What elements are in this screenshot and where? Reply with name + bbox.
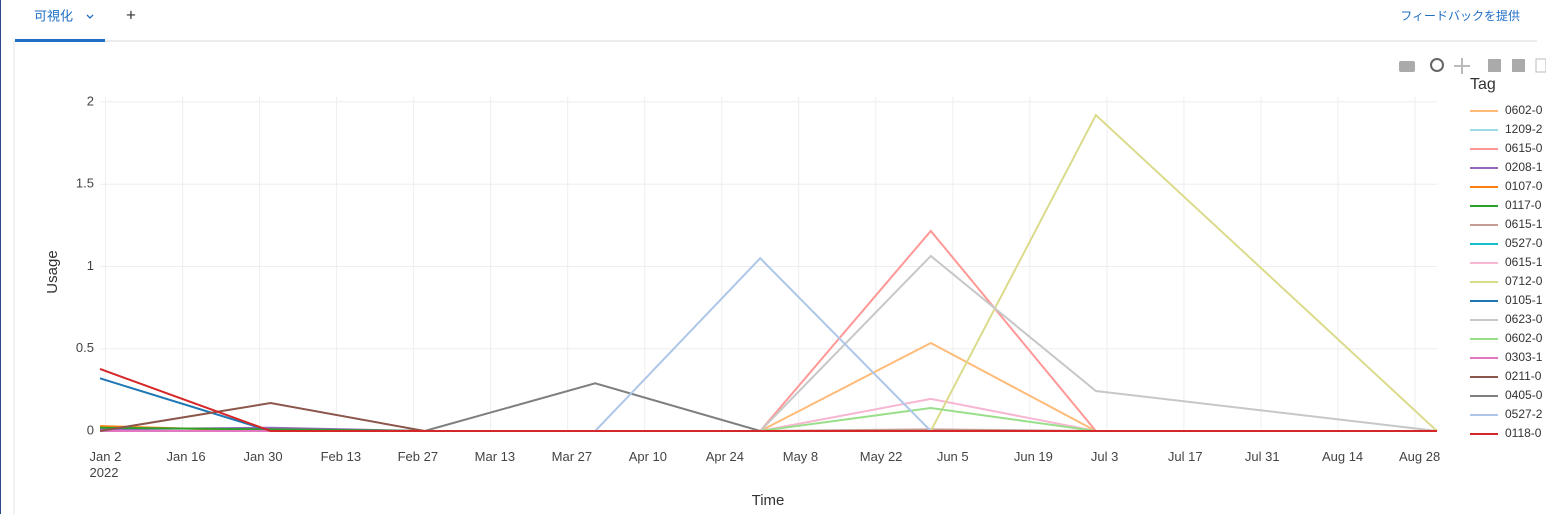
x-tick-label: Apr 10	[629, 449, 667, 464]
series-line	[99, 368, 1437, 432]
legend-label: 0527-0	[1505, 236, 1543, 250]
legend-item[interactable]: 0405-0	[1470, 388, 1543, 402]
legend-item[interactable]: 0117-0	[1470, 198, 1542, 212]
x-tick-label: Jan 2 2022	[90, 449, 122, 480]
legend-label: 0615-1	[1505, 255, 1543, 269]
tab[interactable]: 可視化	[34, 8, 73, 23]
legend-label: 0527-2	[1505, 407, 1543, 421]
legend-label: 1209-2	[1505, 122, 1543, 136]
x-tick-label: Jan 30	[244, 449, 283, 464]
series-line	[929, 113, 1438, 432]
reset-icon[interactable]	[1535, 58, 1546, 73]
x-axis-title: Time	[752, 492, 785, 509]
legend-label: 0208-1	[1505, 160, 1543, 174]
series-line	[760, 397, 1437, 432]
legend-item[interactable]: 0712-0	[1470, 274, 1543, 288]
zoom-icon[interactable]	[1430, 58, 1444, 72]
legend-item[interactable]: 0208-1	[1470, 160, 1543, 174]
legend-label: 0105-1	[1505, 293, 1543, 307]
feedback-link[interactable]: フィードバックを提供	[1400, 8, 1520, 23]
legend-item[interactable]: 0615-0	[1470, 141, 1543, 155]
legend-item[interactable]: 0615-1	[1470, 217, 1543, 231]
y-axis-title: Usage	[44, 250, 61, 293]
legend-label: 0623-0	[1505, 312, 1543, 326]
x-tick-label: Aug 14	[1322, 449, 1363, 464]
legend-label: 0615-0	[1505, 141, 1543, 155]
legend-item[interactable]: 0107-0	[1470, 179, 1543, 193]
legend-item[interactable]: 0211-0	[1470, 369, 1542, 383]
x-tick-label: Aug 28	[1399, 449, 1440, 464]
x-tick-label: May 8	[783, 449, 818, 464]
series-line	[759, 229, 1437, 432]
legend-label: 0117-0	[1505, 198, 1542, 212]
pan-icon[interactable]	[1454, 58, 1470, 74]
x-tick-label: Jun 5	[937, 449, 969, 464]
legend-label: 0118-0	[1505, 426, 1542, 440]
x-tick-label: Jul 31	[1245, 449, 1280, 464]
y-tick-label: 2	[87, 93, 94, 108]
legend-item[interactable]: 0615-1	[1470, 255, 1543, 269]
legend-label: 0602-0	[1505, 103, 1543, 117]
legend-item[interactable]: 0623-0	[1470, 312, 1543, 326]
legend-item[interactable]: 1209-2	[1470, 122, 1543, 136]
legend-item[interactable]: 0602-0	[1470, 331, 1543, 345]
x-tick-label: Jan 16	[167, 449, 206, 464]
x-tick-label: Mar 13	[475, 449, 515, 464]
camera-icon[interactable]	[1399, 61, 1415, 72]
legend-label: 0712-0	[1505, 274, 1543, 288]
x-tick-label: Apr 24	[706, 449, 744, 464]
zoom-in-icon[interactable]	[1488, 59, 1501, 72]
zoom-out-icon[interactable]	[1512, 59, 1525, 72]
legend-label: 0615-1	[1505, 217, 1543, 231]
series-line	[759, 254, 1438, 432]
legend-label: 0303-1	[1505, 350, 1543, 364]
toolbar	[1399, 58, 1546, 74]
legend-item[interactable]: 0105-1	[1470, 293, 1543, 307]
x-tick-label: Jul 17	[1168, 449, 1203, 464]
x-tick-label: Jul 3	[1091, 449, 1118, 464]
y-tick-label: 1	[87, 258, 94, 273]
legend-title: Tag	[1470, 76, 1496, 93]
legend-item[interactable]: 0118-0	[1470, 426, 1542, 440]
add-tab[interactable]: +	[126, 5, 136, 24]
x-tick-label: Mar 27	[552, 449, 592, 464]
legend-label: 0602-0	[1505, 331, 1543, 345]
y-tick-label: 0	[87, 422, 94, 437]
y-tick-label: 0.5	[76, 340, 94, 355]
legend-item[interactable]: 0602-0	[1470, 103, 1543, 117]
legend-label: 0107-0	[1505, 179, 1543, 193]
tab-underline	[15, 39, 105, 42]
x-tick-label: Feb 13	[321, 449, 361, 464]
x-tick-label: Feb 27	[398, 449, 438, 464]
legend-item[interactable]: 0303-1	[1470, 350, 1543, 364]
legend-label: 0211-0	[1505, 369, 1542, 383]
x-tick-label: May 22	[860, 449, 903, 464]
legend-item[interactable]: 0527-0	[1470, 236, 1543, 250]
legend-item[interactable]: 0527-2	[1470, 407, 1543, 421]
legend-label: 0405-0	[1505, 388, 1543, 402]
x-tick-label: Jun 19	[1014, 449, 1053, 464]
y-tick-label: 1.5	[76, 176, 94, 191]
tab-chevron[interactable]	[86, 14, 94, 19]
